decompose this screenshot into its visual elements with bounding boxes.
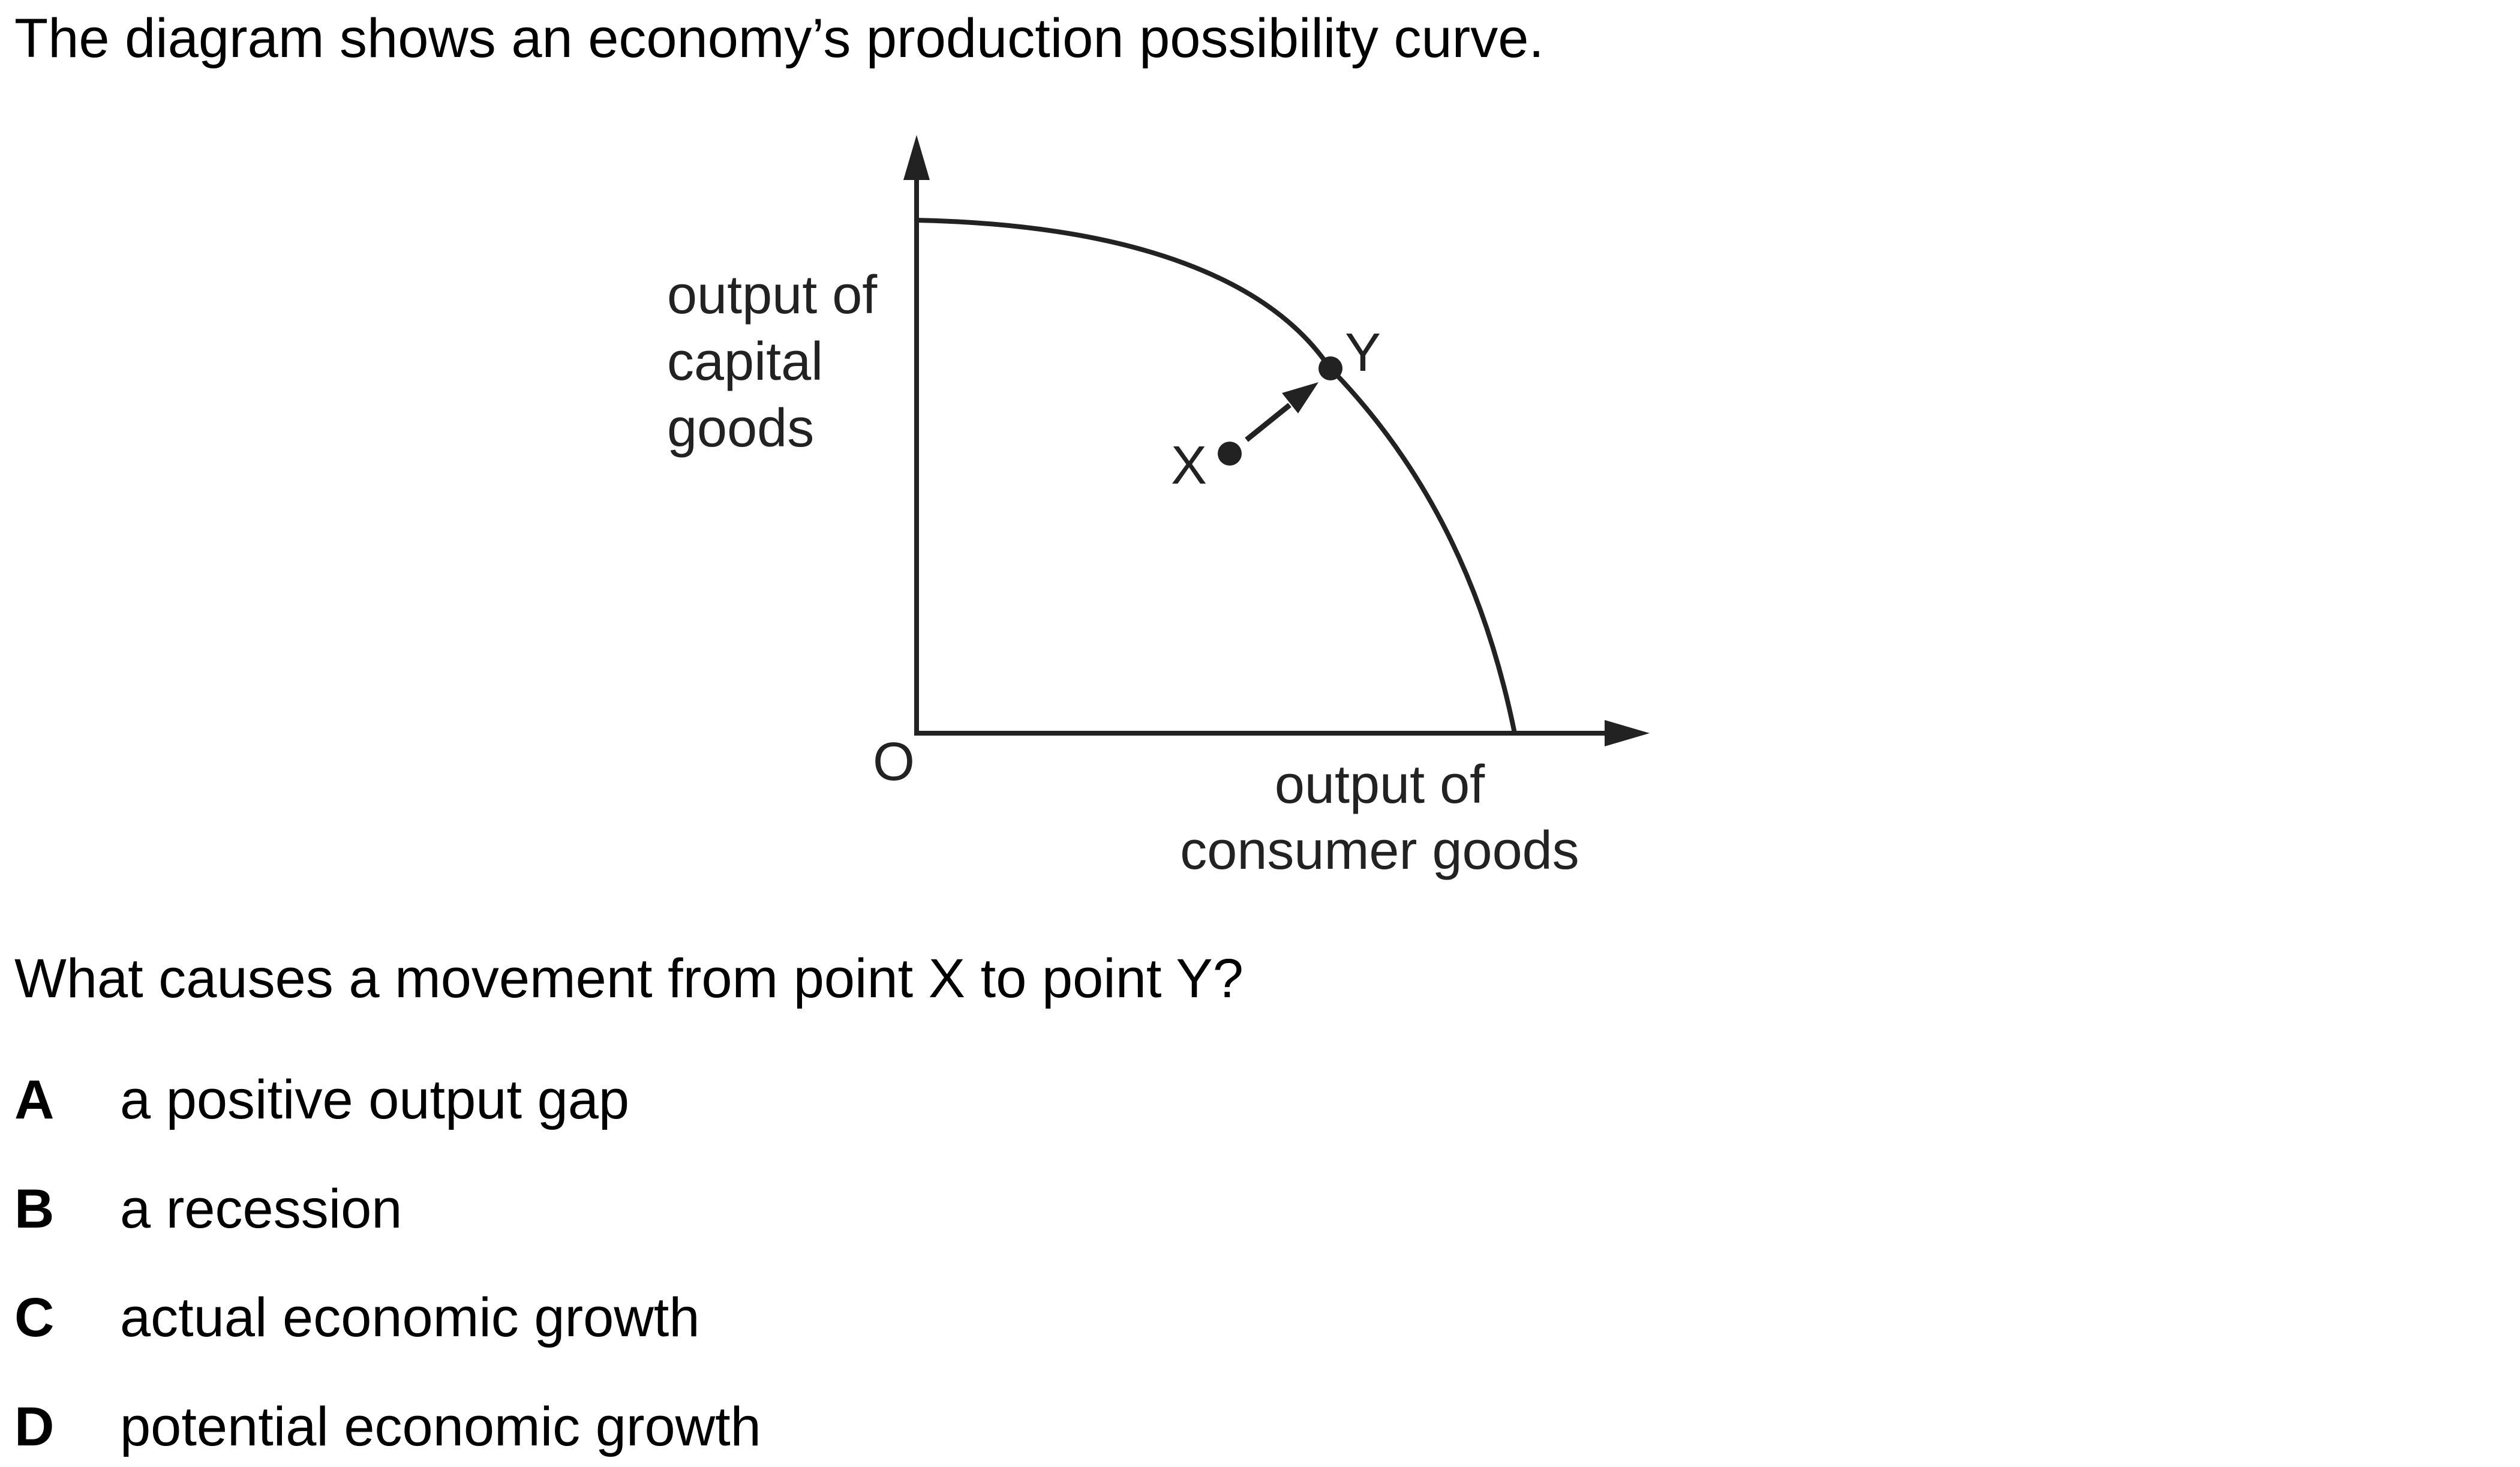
point-y-label: Y — [1345, 323, 1381, 383]
y-axis-label-line-2: capital — [667, 332, 823, 392]
y-axis-arrowhead — [903, 135, 930, 180]
origin-label: O — [873, 732, 915, 792]
option-text: a positive output gap — [120, 1069, 630, 1130]
y-axis-label-line-1: output of — [667, 265, 878, 325]
x-axis-label-line-2: consumer goods — [1180, 821, 1579, 881]
production-possibility-curve — [916, 218, 1517, 734]
question-text: What causes a movement from point X to p… — [14, 948, 1244, 1009]
option-letter: B — [14, 1178, 55, 1240]
point-x-label: X — [1171, 436, 1207, 496]
option-text: potential economic growth — [120, 1396, 761, 1457]
option-letter: A — [14, 1069, 55, 1130]
point-y-marker — [1318, 356, 1342, 380]
intro-text: The diagram shows an economy’s productio… — [14, 8, 1544, 69]
x-axis-arrowhead — [1605, 720, 1650, 746]
option-text: a recession — [120, 1178, 403, 1240]
y-axis-label-line-3: goods — [667, 398, 814, 458]
option-letter: C — [14, 1287, 55, 1348]
x-axis-label-line-1: output of — [1275, 755, 1485, 815]
option-letter: D — [14, 1396, 55, 1457]
movement-arrow — [1245, 403, 1291, 442]
point-x-marker — [1218, 442, 1242, 466]
movement-arrowhead — [1282, 382, 1318, 413]
ppc-diagram: Y X O output of capital goods output of … — [667, 135, 1650, 881]
option-text: actual economic growth — [120, 1287, 700, 1348]
